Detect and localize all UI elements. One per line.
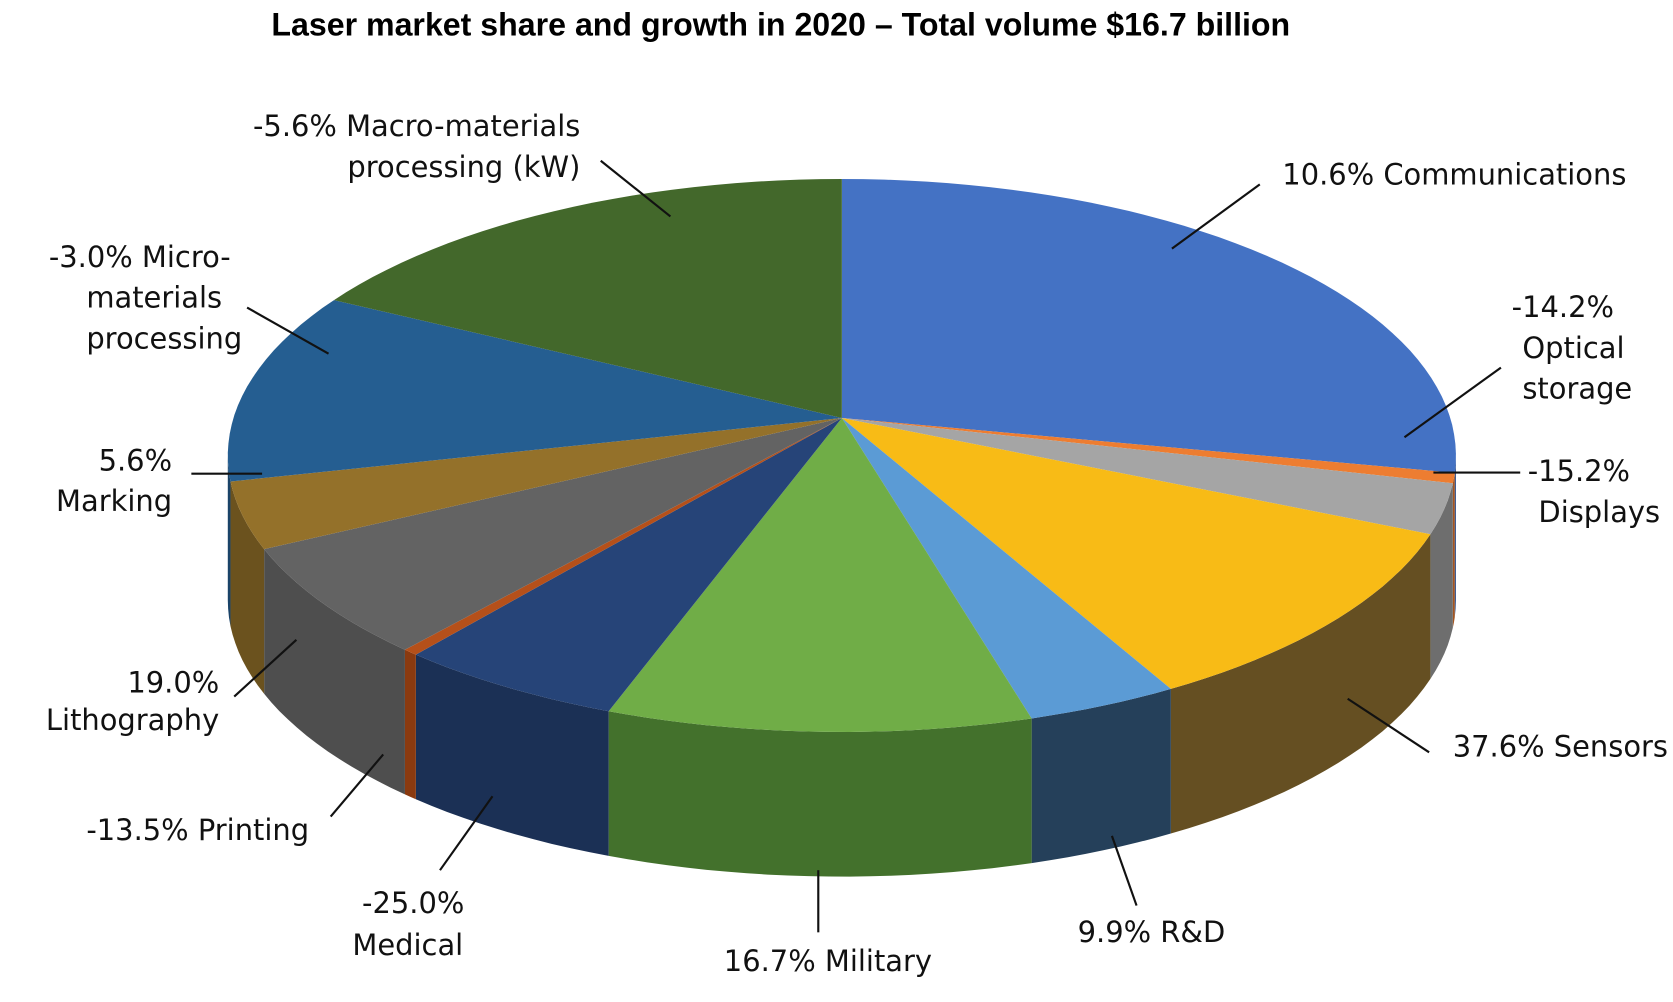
slice-side-micro-materials-processing <box>227 455 231 627</box>
label-sensors: 37.6% Sensors <box>1453 730 1668 764</box>
leader-line-rd <box>1110 835 1138 906</box>
leader-line-micro <box>246 306 330 355</box>
label-optical-2: Optical <box>1522 331 1624 365</box>
slice-printing <box>404 417 842 655</box>
label-micro-1: -3.0% Micro- <box>49 240 231 274</box>
label-macro-2: processing (kW) <box>347 150 580 184</box>
slice-side-sensors <box>1170 534 1431 834</box>
slice-communications <box>841 178 1456 473</box>
label-lithography-2: Lithography <box>46 703 219 737</box>
label-medical-2: Medical <box>352 928 463 962</box>
label-displays-2: Displays <box>1538 495 1660 529</box>
slice-optical-storage <box>841 417 1455 484</box>
leader-lines <box>191 159 1521 933</box>
label-marking-1: 5.6% <box>99 443 172 477</box>
label-micro-2: materials <box>86 281 222 315</box>
slice-micro-materials-processing <box>227 300 842 482</box>
label-marking-2: Marking <box>56 484 172 518</box>
label-displays-1: -15.2% <box>1528 454 1630 488</box>
leader-line-printing <box>329 753 385 818</box>
slice-side-military <box>608 711 1032 877</box>
slice-lithography <box>264 417 842 650</box>
label-communications: 10.6% Communications <box>1282 157 1626 191</box>
slice-side-communications <box>1454 455 1456 618</box>
leader-line-lithography <box>233 638 298 698</box>
label-rd: 9.9% R&D <box>1078 915 1226 949</box>
label-medical-1: -25.0% <box>362 886 464 920</box>
leader-line-sensors <box>1347 697 1430 754</box>
slice-side-lithography <box>264 549 405 795</box>
label-military: 16.7% Military <box>724 944 932 978</box>
slice-macro-materials-processing-kw <box>333 178 842 418</box>
slice-side-medical <box>415 654 609 856</box>
label-micro-3: processing <box>86 321 242 355</box>
leader-line-medical <box>439 795 494 871</box>
slice-r-d <box>841 417 1171 719</box>
leader-line-macro <box>600 159 672 218</box>
leader-line-optical <box>1403 366 1502 439</box>
label-macro-1: -5.6% Macro-materials <box>253 109 580 143</box>
slice-marking <box>230 417 842 550</box>
chart-title: Laser market share and growth in 2020 – … <box>271 6 1290 42</box>
pie-tops <box>227 178 1456 732</box>
slice-military <box>608 417 1032 732</box>
slice-sensors <box>841 417 1431 689</box>
data-labels: -5.6% Macro-materials processing (kW) 10… <box>46 109 1668 978</box>
label-printing: -13.5% Printing <box>86 813 309 847</box>
slice-medical <box>415 417 842 712</box>
slice-side-displays <box>1430 483 1453 679</box>
slice-displays <box>841 417 1453 535</box>
slice-side-r-d <box>1031 688 1171 864</box>
label-lithography-1: 19.0% <box>127 665 219 699</box>
label-optical-3: storage <box>1522 372 1632 406</box>
pie-sides <box>227 455 1456 877</box>
leader-line-communications <box>1171 183 1261 250</box>
slice-side-printing <box>404 649 416 800</box>
label-optical-1: -14.2% <box>1512 290 1614 324</box>
slice-side-marking <box>230 481 265 694</box>
slice-side-optical-storage <box>1452 472 1455 628</box>
